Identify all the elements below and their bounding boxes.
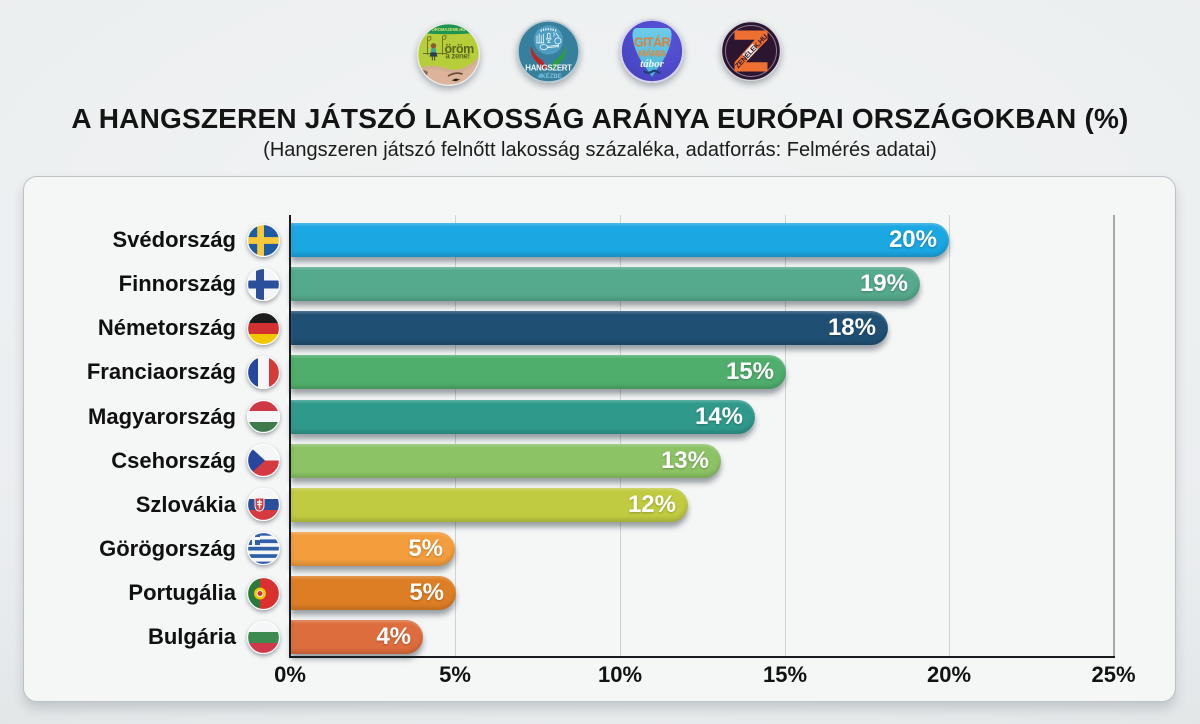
svg-text:MÁNIA: MÁNIA [638,49,666,59]
svg-text:a zene!: a zene! [446,51,470,60]
svg-text:tábor: tábor [640,58,665,70]
svg-text:öröm: öröm [445,42,475,56]
svg-text:KÉZBE: KÉZBE [541,72,561,80]
svg-text:GITÁR: GITÁR [634,35,670,50]
svg-text:OROMAZENE.HU: OROMAZENE.HU [432,27,466,32]
svg-text:HANGSZERT: HANGSZERT [525,63,572,72]
